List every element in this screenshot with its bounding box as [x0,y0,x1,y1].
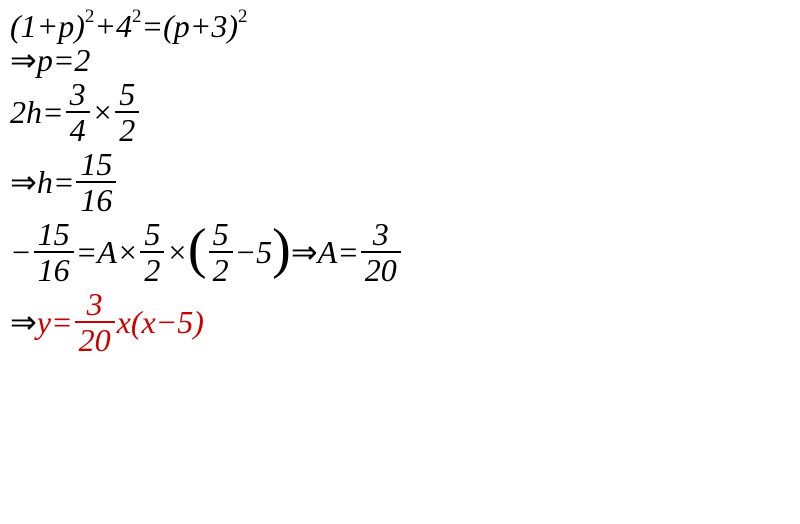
minus: − [10,236,32,268]
denominator: 20 [361,253,401,286]
denominator: 2 [209,253,233,286]
var-x: x [141,306,155,338]
times: × [117,236,139,268]
var-p: p [174,8,190,44]
fraction: 52 [140,218,164,286]
text: (1+ [10,8,58,44]
text: 2 [10,96,26,128]
equals: = [42,96,64,128]
text: =( [142,8,174,44]
text: ) [74,8,85,44]
denominator: 20 [75,323,115,356]
equation-line-3: 2h=34×52 [10,78,790,146]
text: +3) [190,8,238,44]
equals: = [337,236,359,268]
fraction: 52 [115,78,139,146]
left-paren: ( [188,224,207,274]
equals: = [76,236,98,268]
equation-line-1: (1+p)2+42=(p+3)2 [10,10,790,42]
implies-arrow: ⇒ [291,236,318,268]
fraction: 34 [66,78,90,146]
var-x: x [117,306,131,338]
fraction: 1516 [34,218,74,286]
numerator: 3 [75,288,115,323]
var-A: A [97,236,117,268]
fraction: 1516 [76,148,116,216]
implies-arrow: ⇒ [10,306,37,338]
numerator: 3 [361,218,401,253]
numerator: 3 [66,78,90,113]
var-p: p [58,8,74,44]
equation-line-2: ⇒p=2 [10,44,790,76]
denominator: 4 [66,113,90,146]
fraction: 320 [361,218,401,286]
equation-line-5: −1516=A×52×(52−5) ⇒A=320 [10,218,790,286]
exponent: 2 [85,6,95,27]
fraction: 320 [75,288,115,356]
implies-arrow: ⇒ [10,42,37,78]
right-paren: ) [272,224,291,274]
times: × [166,236,188,268]
text: −5) [156,306,204,338]
left-paren: ( [131,306,142,338]
text: +4 [94,8,132,44]
text: =2 [53,42,91,78]
equals: = [53,166,75,198]
text: −5 [235,236,273,268]
denominator: 2 [140,253,164,286]
equation-line-4: ⇒h=1516 [10,148,790,216]
numerator: 5 [209,218,233,253]
exponent: 2 [238,6,248,27]
fraction: 52 [209,218,233,286]
var-h: h [37,166,53,198]
numerator: 15 [76,148,116,183]
denominator: 2 [115,113,139,146]
var-A: A [318,236,338,268]
times: × [92,96,114,128]
numerator: 15 [34,218,74,253]
equation-line-6: ⇒y=320x(x−5) [10,288,790,356]
denominator: 16 [76,183,116,216]
equals: = [51,306,73,338]
numerator: 5 [140,218,164,253]
implies-arrow: ⇒ [10,166,37,198]
var-p: p [37,42,53,78]
var-h: h [26,96,42,128]
numerator: 5 [115,78,139,113]
exponent: 2 [132,6,142,27]
var-y: y [37,306,51,338]
denominator: 16 [34,253,74,286]
